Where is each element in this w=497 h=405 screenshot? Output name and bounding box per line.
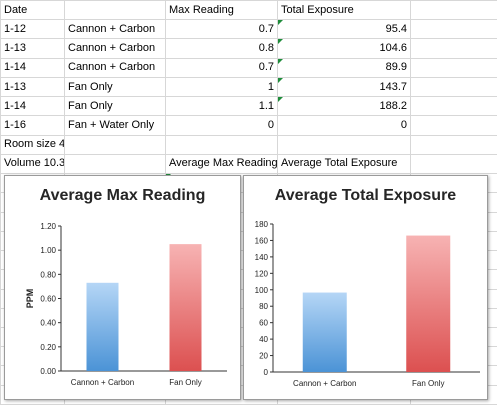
sheet-cell[interactable] <box>410 38 497 59</box>
y-tick-label: 0.20 <box>40 343 56 352</box>
sheet-cell[interactable]: Max Reading <box>165 0 278 21</box>
sheet-cell[interactable]: 1-13 <box>0 76 65 98</box>
sheet-cell[interactable]: 104.6 <box>277 38 411 59</box>
chart-average-max-reading[interactable]: Average Max Reading 0.00 0.20 0.40 0.60 0.80… <box>4 175 241 400</box>
sheet-cell[interactable]: 1-14 <box>0 57 65 78</box>
sheet-cell[interactable]: 0.8 <box>165 38 278 59</box>
axis-line <box>60 226 227 372</box>
sheet-cell[interactable]: 0 <box>277 115 411 136</box>
sheet-cell[interactable] <box>277 134 411 155</box>
sheet-cell[interactable]: 0.7 <box>165 57 278 78</box>
y-tick-label: 60 <box>259 319 268 328</box>
chart-title: Average Total Exposure <box>274 187 457 204</box>
sheet-row: Room size 4.14m2 <box>0 134 497 155</box>
chart-average-total-exposure[interactable]: Average Total Exposure 0 20 40 60 80 100 120 14… <box>243 175 488 400</box>
y-tick-label: 40 <box>259 335 268 344</box>
sheet-cell[interactable] <box>64 153 166 175</box>
y-tick-label: 180 <box>255 220 269 229</box>
sheet-cell[interactable]: 1-13 <box>0 38 65 59</box>
y-tick-label: 0.60 <box>40 295 56 304</box>
sheet-cell[interactable] <box>165 134 278 155</box>
chart-plot: 0 20 40 60 80 100 120 140 160 180 Cannon + Carbon F… <box>255 220 480 388</box>
sheet-cell[interactable] <box>410 134 497 155</box>
y-tick-label: 0 <box>264 368 269 377</box>
sheet-row: Date Max Reading Total Exposure <box>0 0 497 21</box>
sheet-cell[interactable]: 1-14 <box>0 96 65 117</box>
chart-plot: 0.00 0.20 0.40 0.60 0.80 1.00 1.20 PPM Cannon + … <box>25 222 227 387</box>
bar[interactable] <box>302 292 347 372</box>
sheet-cell[interactable] <box>410 0 497 21</box>
sheet-cell[interactable]: Average Total Exposure <box>277 153 411 175</box>
y-tick-label: 100 <box>255 286 269 295</box>
x-tick-label: Fan Only <box>169 378 201 387</box>
sheet-cell[interactable]: 188.2 <box>277 96 411 117</box>
x-tick-label: Fan Only <box>412 379 444 388</box>
sheet-cell[interactable] <box>410 153 497 175</box>
sheet-cell[interactable]: 0 <box>165 115 278 136</box>
sheet-cell[interactable] <box>410 57 497 78</box>
sheet-cell[interactable]: 143.7 <box>277 76 411 98</box>
y-tick-label: 0.80 <box>40 270 56 279</box>
sheet-cell[interactable]: 1-12 <box>0 19 65 40</box>
sheet-cell[interactable]: 1.1 <box>165 96 278 117</box>
sheet-cell[interactable]: Cannon + Carbon <box>64 57 166 78</box>
sheet-cell[interactable]: Room size 4.14m2 <box>0 134 65 155</box>
sheet-row: 1-13 Cannon + Carbon 0.8 104.6 <box>0 38 497 59</box>
sheet-cell[interactable]: 1 <box>165 76 278 98</box>
x-tick-label: Cannon + Carbon <box>293 379 356 388</box>
y-tick-label: 1.20 <box>40 222 56 231</box>
sheet-cell[interactable]: Fan + Water Only <box>64 115 166 136</box>
sheet-cell[interactable] <box>410 96 497 117</box>
x-tick-label: Cannon + Carbon <box>71 378 134 387</box>
sheet-cell[interactable]: Date <box>0 0 65 21</box>
sheet-row: Volume 10.35m3 Average Max ReadingAverage… <box>0 153 497 175</box>
y-tick-label: 120 <box>255 269 269 278</box>
chart-title: Average Max Reading <box>39 187 206 204</box>
sheet-cell[interactable]: 89.9 <box>277 57 411 78</box>
y-tick-label: 80 <box>259 302 268 311</box>
y-axis-label: PPM <box>25 289 35 309</box>
sheet-cell[interactable]: 95.4 <box>277 19 411 40</box>
sheet-cell[interactable]: Volume 10.35m3 <box>0 153 65 175</box>
sheet-row: 1-16 Fan + Water Only 0 0 <box>0 115 497 136</box>
sheet-row: 1-14 Fan Only 1.1 188.2 <box>0 96 497 117</box>
sheet-cell[interactable] <box>64 134 166 155</box>
sheet-cell[interactable] <box>64 0 166 21</box>
sheet-cell[interactable]: Fan Only <box>64 96 166 117</box>
y-tick-label: 140 <box>255 253 269 262</box>
y-tick-label: 0.00 <box>40 367 56 376</box>
sheet-row: 1-13 Fan Only 1 143.7 <box>0 76 497 98</box>
y-tick-label: 1.00 <box>40 246 56 255</box>
sheet-cell[interactable]: Cannon + Carbon <box>64 38 166 59</box>
sheet-row: 1-14 Cannon + Carbon 0.7 89.9 <box>0 57 497 78</box>
sheet-row: 1-12 Cannon + Carbon 0.7 95.4 <box>0 19 497 40</box>
sheet-cell[interactable]: Total Exposure <box>277 0 411 21</box>
sheet-cell[interactable] <box>410 76 497 98</box>
sheet-cell[interactable] <box>410 19 497 40</box>
y-tick-label: 160 <box>255 236 269 245</box>
sheet-cell[interactable]: 1-16 <box>0 115 65 136</box>
y-tick-label: 20 <box>259 352 268 361</box>
sheet-cell[interactable] <box>410 115 497 136</box>
y-tick-label: 0.40 <box>40 319 56 328</box>
bar[interactable] <box>86 282 119 371</box>
bar[interactable] <box>169 244 202 371</box>
sheet-cell[interactable]: Cannon + Carbon <box>64 19 166 40</box>
sheet-cell[interactable]: Fan Only <box>64 76 166 98</box>
bar[interactable] <box>406 235 451 372</box>
sheet-cell[interactable]: 0.7 <box>165 19 278 40</box>
sheet-cell[interactable]: Average Max Reading <box>165 153 278 175</box>
